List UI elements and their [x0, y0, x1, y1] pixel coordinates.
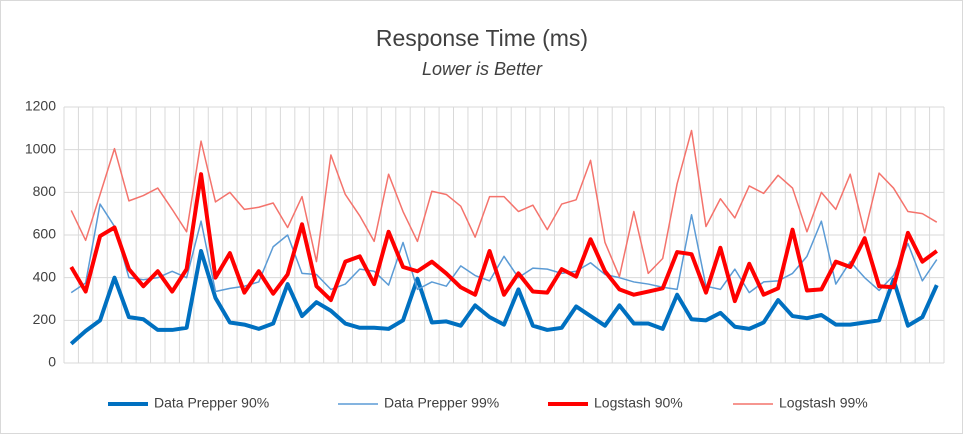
legend-label: Logstash 99%: [779, 395, 868, 411]
y-tick-label: 1200: [25, 98, 56, 114]
y-tick-label: 400: [33, 268, 57, 284]
series-line: [70, 129, 938, 278]
series-line: [70, 203, 938, 294]
chart-title: Response Time (ms): [376, 25, 588, 51]
legend-label: Data Prepper 99%: [384, 395, 499, 411]
y-tick-label: 800: [33, 183, 57, 199]
legend-label: Data Prepper 90%: [154, 395, 269, 411]
y-tick-label: 200: [33, 311, 57, 327]
series-line: [69, 249, 939, 346]
y-tick-label: 0: [48, 354, 56, 370]
series-line: [69, 172, 938, 304]
y-tick-label: 600: [33, 226, 57, 242]
y-tick-label: 1000: [25, 140, 56, 156]
chart-subtitle: Lower is Better: [422, 59, 543, 79]
legend-label: Logstash 90%: [594, 395, 683, 411]
